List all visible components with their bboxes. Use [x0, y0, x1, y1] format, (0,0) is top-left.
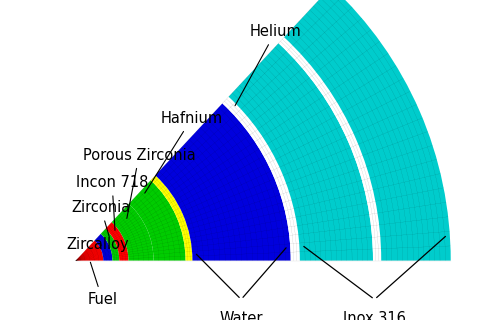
Wedge shape [222, 97, 300, 260]
Wedge shape [278, 37, 381, 260]
Wedge shape [129, 180, 186, 260]
Wedge shape [284, 0, 451, 260]
Text: Porous Zirconia: Porous Zirconia [83, 148, 196, 219]
Wedge shape [76, 241, 103, 260]
Text: Inox 316: Inox 316 [343, 311, 406, 320]
Text: Fuel: Fuel [87, 262, 117, 307]
Text: Incon 718: Incon 718 [76, 175, 148, 230]
Text: Helium: Helium [235, 25, 301, 106]
Wedge shape [95, 234, 112, 260]
Text: Water: Water [220, 311, 263, 320]
Wedge shape [105, 222, 128, 260]
Wedge shape [155, 103, 291, 260]
Text: Zircalloy: Zircalloy [67, 237, 129, 252]
Wedge shape [229, 43, 373, 260]
Wedge shape [101, 229, 119, 260]
Wedge shape [112, 204, 153, 260]
Text: Hafnium: Hafnium [145, 111, 222, 193]
Wedge shape [151, 175, 193, 260]
Text: Zirconia: Zirconia [71, 201, 130, 236]
